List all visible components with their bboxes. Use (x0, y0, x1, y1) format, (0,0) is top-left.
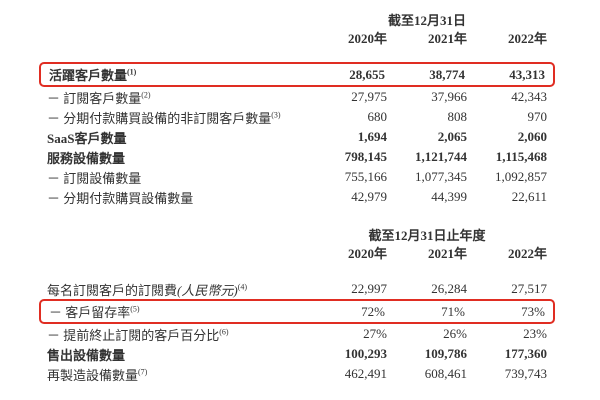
table-row-subscription-fee-per-customer: 每名訂閱客戶的訂閱費(人民幣元)(4) 22,997 26,284 27,517 (47, 279, 555, 299)
value-2021: 37,966 (431, 89, 467, 104)
row-label-currency-note: (人民幣元) (177, 282, 238, 298)
row-label: － 訂閱設備數量 (47, 170, 142, 186)
table-row-early-termination-percentage: － 提前終止訂閱的客戶百分比(6) 27% 26% 23% (47, 324, 555, 344)
metrics-table: 截至12月31日 2020年 2021年 2022年 活躍客戶數量(1) 28,… (39, 12, 555, 384)
value-2022: 2,060 (517, 129, 547, 144)
value-2021: 2,065 (437, 129, 467, 144)
footnote-marker: (2) (141, 90, 151, 100)
section2-year-2021: 2021年 (427, 246, 467, 261)
value-2021: 38,774 (429, 66, 465, 82)
value-2020: 28,655 (349, 66, 385, 82)
table-row-installment-devices: － 分期付款購買設備數量 42,979 44,399 22,611 (47, 187, 555, 207)
footnote-marker: (6) (219, 327, 229, 337)
value-2022: 23% (523, 326, 547, 341)
section1-year-2021: 2021年 (427, 31, 467, 46)
value-2021: 1,077,345 (415, 169, 467, 184)
years-spacer (47, 245, 307, 263)
table-row-active-customers: 活躍客戶數量(1) 28,655 38,774 43,313 (39, 62, 555, 87)
value-2020: 27% (363, 326, 387, 341)
years-spacer (47, 30, 307, 48)
section2-period-header: 截至12月31日止年度 (368, 228, 486, 243)
value-2022: 970 (527, 109, 548, 124)
table-row-subscription-devices: － 訂閱設備數量 755,166 1,077,345 1,092,857 (47, 167, 555, 187)
value-2022: 27,517 (511, 281, 547, 296)
row-label: － 客戶留存率(5) (49, 304, 140, 320)
value-2021: 608,461 (424, 366, 467, 381)
section1-period-header: 截至12月31日 (387, 13, 466, 28)
value-2021: 109,786 (424, 346, 467, 361)
section1-years-row: 2020年 2021年 2022年 (47, 30, 555, 48)
header-spacer (47, 12, 307, 30)
value-2020: 1,694 (357, 129, 387, 144)
value-2021: 44,399 (431, 189, 467, 204)
footnote-marker: (7) (138, 367, 148, 377)
row-label: － 訂閱客戶數量(2) (47, 90, 151, 106)
section2-year-2022: 2022年 (507, 246, 547, 261)
section2-period-header-row: 截至12月31日止年度 (47, 227, 555, 245)
value-2020: 22,997 (351, 281, 387, 296)
section1-period-header-row: 截至12月31日 (47, 12, 555, 30)
footnote-marker: (4) (237, 282, 248, 292)
value-2020: 680 (367, 109, 388, 124)
section2-year-2020: 2020年 (347, 246, 387, 261)
footnote-marker: (5) (130, 304, 140, 314)
row-label: － 分期付款購買設備數量 (47, 190, 194, 206)
table-row-service-devices: 服務設備數量 798,145 1,121,744 1,115,468 (47, 147, 555, 167)
value-2021: 26,284 (431, 281, 467, 296)
value-2020: 27,975 (351, 89, 387, 104)
value-2021: 71% (441, 303, 465, 319)
value-2022: 42,343 (511, 89, 547, 104)
table-row-installment-nonsubscription-customers: － 分期付款購買設備的非訂閱客戶數量(3) 680 808 970 (47, 107, 555, 127)
value-2022: 1,115,468 (495, 149, 547, 164)
value-2021: 1,121,744 (415, 149, 467, 164)
section1-year-2022: 2022年 (507, 31, 547, 46)
value-2020: 798,145 (344, 149, 387, 164)
header-spacer (47, 227, 307, 245)
table-row-devices-sold: 售出設備數量 100,293 109,786 177,360 (47, 344, 555, 364)
row-label: － 提前終止訂閱的客戶百分比(6) (47, 327, 229, 343)
value-2022: 1,092,857 (495, 169, 547, 184)
value-2020: 72% (361, 303, 385, 319)
row-label: SaaS客戶數量 (47, 130, 127, 146)
row-label: 活躍客戶數量(1) (49, 67, 137, 83)
row-label: 服務設備數量 (47, 150, 126, 166)
value-2022: 73% (521, 303, 545, 319)
value-2020: 755,166 (344, 169, 387, 184)
value-2020: 100,293 (344, 346, 387, 361)
value-2022: 739,743 (504, 366, 547, 381)
row-label: 每名訂閱客戶的訂閱費(人民幣元)(4) (47, 282, 248, 298)
table-row-customer-retention-rate: － 客戶留存率(5) 72% 71% 73% (39, 299, 555, 324)
table-row-saas-customers: SaaS客戶數量 1,694 2,065 2,060 (47, 127, 555, 147)
table-row-subscription-customers: － 訂閱客戶數量(2) 27,975 37,966 42,343 (47, 87, 555, 107)
value-2021: 26% (443, 326, 467, 341)
value-2022: 22,611 (511, 189, 547, 204)
value-2022: 43,313 (509, 66, 545, 82)
table-row-remanufactured-devices: 再製造設備數量(7) 462,491 608,461 739,743 (47, 364, 555, 384)
row-label: － 分期付款購買設備的非訂閱客戶數量(3) (47, 110, 281, 126)
value-2021: 808 (447, 109, 468, 124)
row-label: 售出設備數量 (47, 347, 126, 363)
footnote-marker: (3) (271, 110, 281, 120)
section1-year-2020: 2020年 (347, 31, 387, 46)
value-2020: 42,979 (351, 189, 387, 204)
value-2022: 177,360 (504, 346, 547, 361)
value-2020: 462,491 (344, 366, 387, 381)
row-label: 再製造設備數量(7) (47, 367, 148, 383)
footnote-marker: (1) (127, 67, 137, 77)
section2-years-row: 2020年 2021年 2022年 (47, 245, 555, 263)
